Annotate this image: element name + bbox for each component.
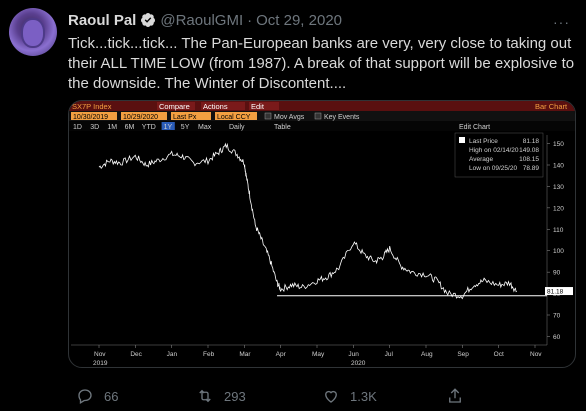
legend-value: 108.15 (519, 156, 539, 163)
last-price-marker (545, 287, 573, 296)
legend-label: Average (469, 156, 493, 163)
tweet-text: Tick...tick...tick... The Pan-European b… (68, 35, 575, 92)
y-tick-label: 120 (553, 205, 564, 212)
y-tick-label: 100 (553, 248, 564, 255)
legend-label: Low on 09/25/20 (469, 165, 517, 172)
x-tick-label: Jul (385, 351, 394, 358)
mov-avgs-label: Mov Avgs (274, 114, 305, 121)
retweet-action[interactable]: 293 (196, 387, 246, 405)
period-button-1m[interactable]: 1M (107, 124, 117, 131)
x-tick-label: Feb (203, 351, 215, 358)
x-tick-label: Nov (530, 351, 542, 358)
legend-swatch (459, 137, 465, 143)
actions-label: Actions (203, 102, 228, 111)
like-count: 1.3K (350, 388, 377, 404)
x-tick-label: Jun (348, 351, 359, 358)
author-handle[interactable]: @RaoulGMI (160, 11, 244, 29)
tweet-header: Raoul Pal @RaoulGMI · Oct 29, 2020 (68, 10, 342, 30)
y-tick-label: 60 (553, 334, 561, 341)
reply-count: 66 (104, 388, 119, 404)
reply-icon (78, 389, 92, 404)
bar-chart-label: Bar Chart (535, 102, 568, 111)
start-date: 10/30/2019 (73, 114, 108, 121)
actions-button[interactable] (201, 102, 245, 110)
field-select[interactable] (171, 112, 211, 120)
period-button-ytd[interactable]: YTD (142, 124, 156, 131)
last-price-marker-label: 81.18 (547, 289, 564, 296)
x-tick-label: Dec (130, 351, 142, 358)
table-label[interactable]: Table (274, 124, 291, 131)
compare-label: Compare (159, 102, 190, 111)
x-tick-label: Aug (421, 351, 433, 358)
currency-select[interactable] (215, 112, 257, 120)
y-tick-label: 70 (553, 313, 561, 320)
end-date-field[interactable] (121, 112, 167, 120)
share-icon (449, 388, 461, 403)
compare-button[interactable] (157, 102, 195, 110)
y-tick-label: 140 (553, 163, 564, 170)
period-button-1d[interactable]: 1D (73, 124, 82, 131)
legend-value: 78.89 (523, 165, 540, 172)
avatar-face (23, 20, 43, 46)
tweet-actions: 66 293 1.3K (68, 383, 576, 407)
currency-label: Local CCY (217, 114, 251, 121)
x-tick-label: Mar (239, 351, 251, 358)
period-button-max[interactable]: Max (198, 124, 212, 131)
x-tick-label: Sep (457, 351, 469, 358)
toolbar-row-2 (69, 111, 575, 121)
year-label-2020: 2020 (351, 360, 366, 367)
reply-action[interactable]: 66 (76, 387, 118, 405)
legend-label: High on 02/14/20 (469, 147, 519, 154)
toolbar-row-3 (69, 121, 575, 131)
legend: Last Price 81.18 High on 02/14/20 149.08 Ave… (459, 137, 539, 172)
period-button-5y[interactable]: 5Y (181, 124, 190, 131)
y-tick-label: 110 (553, 227, 564, 234)
y-tick-label: 90 (553, 270, 561, 277)
like-action[interactable]: 1.3K (322, 387, 377, 405)
x-tick-label: Oct (494, 351, 504, 358)
legend-box (454, 132, 544, 178)
edit-chart-label[interactable]: Edit Chart (459, 124, 490, 131)
retweet-count: 293 (224, 388, 246, 404)
legend-value: 149.08 (519, 147, 539, 154)
heart-icon (325, 390, 337, 403)
legend-value: 81.18 (523, 138, 540, 145)
share-action[interactable] (446, 387, 464, 405)
period-buttons: 1D 3D 1M 6M YTD 1Y 5Y Max (73, 122, 212, 131)
x-tick-label: Nov (94, 351, 106, 358)
field-label: Last Px (173, 114, 197, 121)
author-avatar[interactable] (9, 8, 57, 56)
verified-badge-icon (141, 13, 156, 27)
period-button-3d[interactable]: 3D (90, 124, 99, 131)
price-series-line (98, 142, 517, 300)
chart-image[interactable]: SX7P Index Compare Actions Edit Bar Char… (68, 100, 576, 368)
ticker-label[interactable]: SX7P Index (72, 102, 112, 111)
bloomberg-chart: SX7P Index Compare Actions Edit Bar Char… (69, 101, 575, 367)
tweet-date[interactable]: Oct 29, 2020 (256, 11, 343, 29)
plot-area: 15014013012011010090807060NovDecJanFebMa… (71, 135, 573, 367)
retweet-icon (199, 389, 211, 403)
end-date: 10/29/2020 (123, 114, 158, 121)
edit-button[interactable] (249, 102, 279, 110)
x-tick-label: Jan (167, 351, 178, 358)
key-events-label: Key Events (324, 114, 360, 121)
more-options-icon[interactable]: ··· (553, 14, 570, 30)
key-events-checkbox[interactable] (314, 112, 322, 120)
mov-avgs-checkbox[interactable] (264, 112, 272, 120)
toolbar-bar (69, 101, 575, 111)
year-label-2019: 2019 (93, 360, 108, 367)
author-name[interactable]: Raoul Pal (68, 11, 137, 29)
x-tick-label: May (312, 351, 325, 358)
y-tick-label: 130 (553, 184, 564, 191)
period-selected-bg (161, 122, 175, 130)
period-button-6m[interactable]: 6M (125, 124, 135, 131)
legend-label: Last Price (469, 138, 498, 145)
x-tick-label: Apr (276, 351, 287, 358)
period-button-1y[interactable]: 1Y (164, 124, 173, 131)
separator-dot: · (247, 11, 253, 29)
edit-label: Edit (251, 102, 265, 111)
frequency-label[interactable]: Daily (229, 124, 245, 131)
y-tick-label: 150 (553, 141, 564, 148)
start-date-field[interactable] (71, 112, 117, 120)
